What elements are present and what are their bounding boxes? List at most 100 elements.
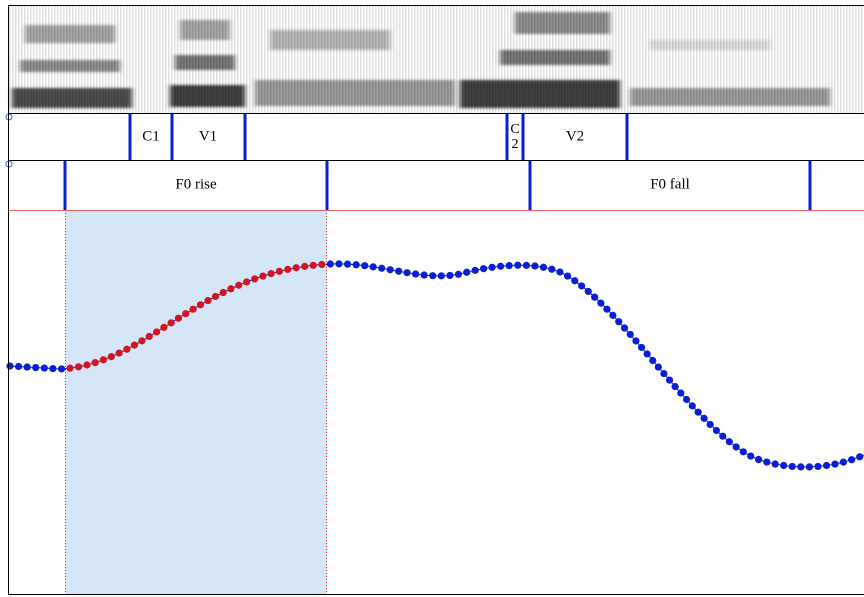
pitch-point [251, 275, 259, 283]
pitch-point [309, 261, 317, 269]
pitch-point [284, 265, 292, 274]
pitch-point [514, 261, 522, 269]
pitch-point [771, 460, 779, 468]
pitch-point [591, 293, 599, 301]
pitch-point [243, 278, 251, 286]
pitch-point [665, 376, 674, 384]
pitch-point [643, 350, 651, 358]
pitch-point [446, 271, 454, 280]
interval-label: C 2 [510, 122, 520, 152]
pitch-point [755, 455, 763, 464]
pitch-point [211, 292, 220, 301]
pitch-point [522, 261, 530, 269]
pitch-point [677, 389, 685, 397]
pitch-point [204, 296, 212, 305]
pitch-point [196, 301, 205, 309]
pitch-point [83, 361, 91, 369]
pitch-point [719, 432, 727, 440]
pitch-point [227, 285, 235, 293]
pitch-point [235, 281, 243, 289]
pitch-point [603, 305, 611, 313]
pitch-point [814, 462, 822, 471]
pitch-point [130, 341, 139, 349]
pitch-point [480, 265, 488, 273]
pitch-point [531, 262, 539, 270]
pitch-point [174, 314, 183, 322]
boundaries [63, 114, 812, 210]
pitch-point [626, 330, 634, 339]
pitch-point [335, 260, 343, 268]
pitch-point [66, 364, 74, 372]
pitch-point [563, 272, 572, 280]
pitch-point [780, 461, 788, 470]
pitch-point [839, 458, 847, 466]
pitch-point [395, 267, 403, 275]
pitch-point [275, 267, 283, 275]
pitch-point [763, 458, 771, 466]
pitch-point [725, 438, 733, 446]
pitch-point [23, 363, 31, 371]
interval-label: F0 rise [175, 176, 217, 193]
selection [65, 210, 327, 595]
pitch-point [649, 356, 657, 365]
pitch-point [352, 261, 360, 269]
pitch-point [189, 305, 197, 313]
pitch-point [597, 299, 605, 307]
pitch-point [615, 318, 623, 326]
pitch-point [32, 363, 40, 372]
pitch-point [74, 363, 83, 371]
pitch-point [99, 356, 107, 364]
pitch-point [115, 349, 123, 357]
pitch-point [301, 262, 309, 270]
pitch-point [706, 420, 714, 429]
pitch-point [123, 345, 131, 353]
pitch-point [412, 270, 420, 278]
pitch-point [14, 362, 23, 371]
pitch-point [556, 268, 564, 276]
pitch-point [632, 337, 640, 345]
pitch-point [6, 362, 14, 370]
pitch-point [386, 266, 394, 274]
pitch-point [797, 463, 805, 471]
interval-label: V1 [198, 128, 218, 145]
pitch-point [292, 264, 300, 272]
frame [8, 5, 864, 595]
pitch-point [167, 319, 175, 327]
pitch-point [454, 270, 463, 278]
pitch-point [403, 269, 411, 277]
pitch-point [49, 364, 57, 373]
pitch-point [488, 263, 496, 271]
pitch-point [822, 461, 831, 470]
pitch-point [505, 261, 513, 270]
pitch-point [620, 324, 629, 332]
interval-label: C1 [142, 128, 160, 145]
pitch-point [138, 337, 146, 345]
interval-label: F0 fall [650, 176, 690, 193]
pitch-point [739, 448, 747, 456]
pitch-point [747, 452, 755, 460]
pitch-point [463, 268, 471, 276]
pitch-point [153, 328, 161, 336]
pitch-point [848, 456, 856, 464]
pitch-point [318, 260, 326, 269]
pitch-point [660, 369, 668, 378]
pitch-point [805, 463, 814, 471]
pitch-point [712, 426, 720, 435]
pitch-point [548, 265, 556, 273]
pitch-point [584, 287, 592, 296]
interval-label: V2 [565, 128, 585, 145]
pitch-point [831, 460, 839, 468]
pitch-point [145, 332, 153, 341]
pitch-point [637, 343, 646, 352]
pitch-point [343, 260, 352, 268]
pitch-point [732, 443, 740, 451]
pitch-point [267, 269, 275, 278]
pitch-point [609, 311, 617, 319]
pitch-point [497, 262, 505, 270]
pitch-point [107, 353, 115, 361]
pitch-point [437, 272, 445, 280]
pitch-point [682, 395, 691, 404]
pitch-point [571, 277, 579, 285]
pitch-point [378, 264, 386, 272]
